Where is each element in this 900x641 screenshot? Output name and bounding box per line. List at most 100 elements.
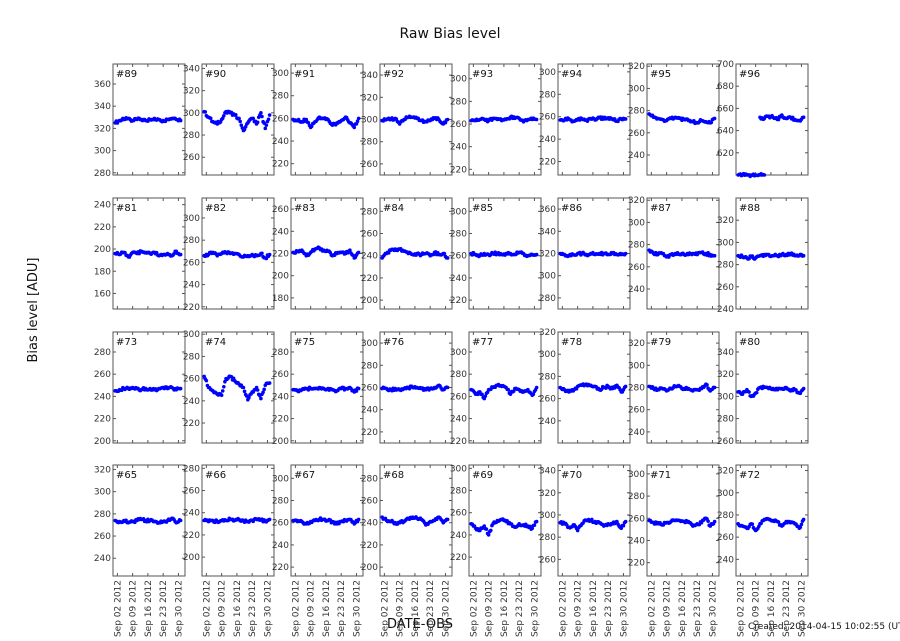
data-point [263, 126, 268, 131]
subplot-grid: #89 280 300 320 340 360 #90 260 280 300 320 340 #91 2… [94, 60, 809, 637]
data-point [259, 111, 263, 115]
y-tick-label: 300 [183, 330, 200, 340]
x-tick-label: Sep 23 2012 [782, 580, 792, 637]
y-tick-label: 300 [272, 69, 289, 79]
y-tick-label: 340 [94, 102, 111, 112]
panel-label: #72 [739, 470, 760, 481]
y-tick-label: 220 [94, 415, 111, 425]
y-tick-label: 200 [361, 563, 378, 573]
data-point [352, 125, 357, 130]
y-tick-label: 240 [717, 305, 734, 315]
panel-label: #76 [383, 337, 404, 348]
chart-title: Raw Bias level [399, 26, 500, 42]
subplot-92: #92 260 280 300 320 340 [361, 63, 453, 176]
data-point [484, 527, 489, 531]
x-tick-label: Sep 30 2012 [619, 580, 629, 637]
y-tick-label: 300 [628, 361, 645, 371]
y-tick-label: 280 [450, 230, 467, 240]
y-tick-label: 240 [272, 137, 289, 147]
data-point [178, 518, 183, 523]
x-tick-label: Sep 09 2012 [307, 580, 317, 637]
x-tick-label: Sep 30 2012 [441, 580, 451, 637]
panel-label: #86 [561, 203, 582, 214]
data-point [208, 116, 213, 121]
panel-label: #78 [561, 337, 582, 348]
y-tick-label: 280 [717, 511, 734, 521]
x-axis-label: DATE-OBS [387, 617, 453, 632]
y-tick-label: 280 [183, 464, 200, 474]
y-tick-label: 340 [717, 348, 734, 358]
y-tick-label: 280 [450, 370, 467, 380]
x-tick-label: Sep 23 2012 [159, 580, 169, 637]
data-point [445, 117, 450, 122]
y-tick-label: 240 [183, 397, 200, 407]
y-tick-label: 240 [450, 143, 467, 153]
y-tick-label: 280 [628, 384, 645, 394]
y-tick-label: 220 [272, 415, 289, 425]
data-point [356, 250, 361, 255]
data-point [264, 123, 269, 127]
subplot-87: #87 240 260 280 300 320 [628, 196, 720, 310]
subplot-84: #84 200 220 240 260 280 [361, 197, 453, 310]
y-tick-label: 360 [94, 80, 111, 90]
data-point [267, 381, 272, 385]
subplot-67: #67 220 240 260 280 300 Sep 02 2012 Sep 09 2012… [272, 464, 364, 637]
y-tick-label: 220 [272, 160, 289, 170]
data-point [348, 248, 352, 252]
y-tick-label: 220 [450, 553, 467, 563]
data-point [483, 394, 488, 398]
x-tick-label: Sep 16 2012 [322, 580, 332, 637]
y-tick-label: 260 [539, 555, 556, 565]
panel-label: #94 [561, 69, 582, 80]
data-point [706, 519, 710, 523]
panel-label: #96 [739, 69, 760, 80]
y-tick-label: 300 [361, 116, 378, 126]
y-tick-label: 320 [183, 87, 200, 97]
y-tick-label: 280 [717, 415, 734, 425]
data-point [219, 393, 224, 398]
subplot-65: #65 240 260 280 300 320 Sep 02 2012 Sep 09 2012… [94, 464, 186, 637]
y-tick-label: 260 [361, 230, 378, 240]
y-tick-label: 260 [183, 153, 200, 163]
subplot-79: #79 240 260 280 300 320 [628, 331, 720, 444]
data-point [712, 253, 717, 258]
panel-label: #83 [294, 203, 315, 214]
y-tick-label: 240 [183, 509, 200, 519]
y-tick-label: 280 [539, 90, 556, 100]
panel-label: #84 [383, 203, 404, 214]
y-tick-label: 280 [361, 361, 378, 371]
y-tick-label: 340 [539, 227, 556, 237]
x-tick-label: Sep 16 2012 [767, 580, 777, 637]
y-tick-label: 280 [361, 474, 378, 484]
y-tick-label: 280 [183, 131, 200, 141]
panel-label: #68 [383, 470, 404, 481]
panel-label: #73 [116, 337, 137, 348]
y-tick-label: 220 [94, 223, 111, 233]
y-tick-label: 240 [94, 554, 111, 564]
y-tick-label: 300 [628, 84, 645, 94]
y-tick-label: 200 [272, 272, 289, 282]
y-tick-label: 300 [450, 75, 467, 85]
y-tick-label: 320 [539, 250, 556, 260]
data-point [590, 517, 594, 522]
y-tick-label: 280 [361, 207, 378, 217]
x-tick-label: Sep 16 2012 [233, 580, 243, 637]
data-point [534, 117, 539, 122]
data-point [220, 389, 225, 393]
y-tick-label: 300 [183, 109, 200, 119]
y-tick-label: 240 [361, 519, 378, 529]
data-point [530, 526, 535, 531]
y-tick-label: 260 [717, 283, 734, 293]
data-point [222, 114, 226, 118]
x-tick-label: Sep 16 2012 [678, 580, 688, 637]
x-tick-label: Sep 16 2012 [500, 580, 510, 637]
data-point [356, 517, 361, 522]
x-tick-label: Sep 23 2012 [337, 580, 347, 637]
panel-label: #89 [116, 69, 137, 80]
data-point [267, 517, 272, 522]
data-point [531, 392, 536, 397]
x-tick-label: Sep 02 2012 [113, 580, 123, 637]
subplot-82: #82 220 240 260 280 300 [183, 197, 275, 313]
y-tick-label: 280 [361, 138, 378, 148]
y-tick-label: 240 [628, 151, 645, 161]
